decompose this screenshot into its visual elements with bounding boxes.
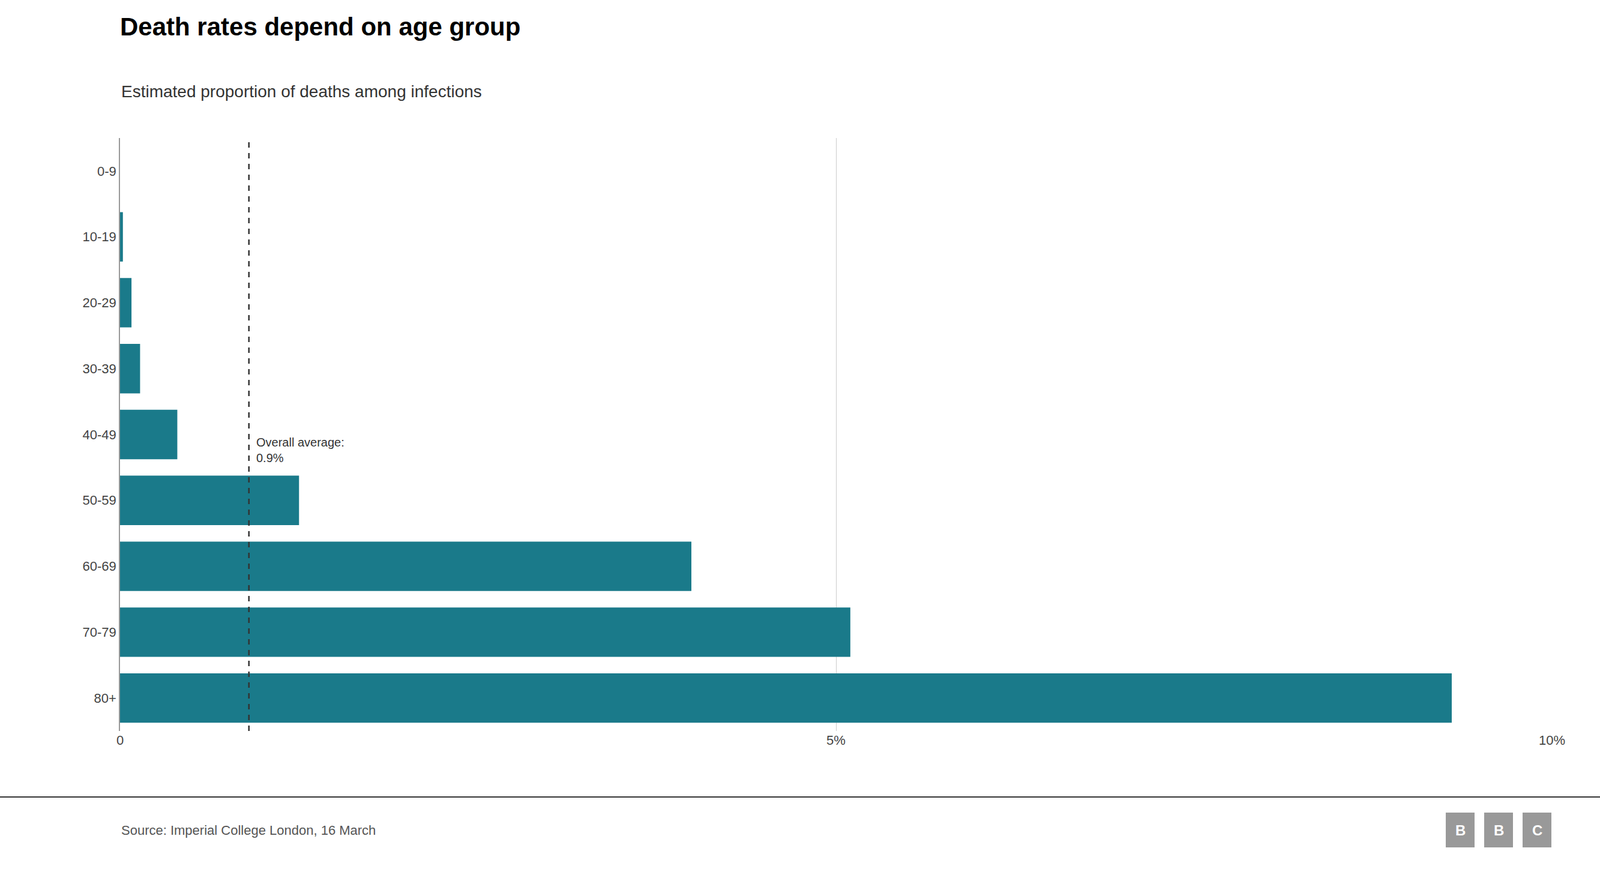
svg-text:Overall average:0.9%: Overall average:0.9% [256, 435, 345, 465]
svg-text:80+: 80+ [94, 690, 117, 706]
svg-text:Source: Imperial College Londo: Source: Imperial College London, 16 Marc… [121, 822, 376, 838]
svg-text:0-9: 0-9 [97, 163, 117, 179]
svg-text:Estimated proportion of deaths: Estimated proportion of deaths among inf… [121, 82, 482, 101]
svg-text:60-69: 60-69 [82, 558, 117, 574]
svg-text:5%: 5% [826, 732, 846, 748]
svg-text:B: B [1455, 822, 1466, 839]
svg-text:70-79: 70-79 [82, 624, 117, 640]
svg-text:10-19: 10-19 [82, 229, 117, 245]
svg-text:20-29: 20-29 [82, 295, 117, 311]
svg-text:30-39: 30-39 [82, 361, 117, 377]
svg-text:40-49: 40-49 [82, 427, 117, 443]
svg-text:C: C [1532, 822, 1543, 839]
svg-text:50-59: 50-59 [82, 492, 117, 508]
svg-text:10%: 10% [1538, 732, 1566, 748]
svg-text:B: B [1493, 822, 1504, 839]
svg-text:0: 0 [116, 732, 124, 748]
svg-text:Death rates depend on age grou: Death rates depend on age group [120, 12, 521, 41]
